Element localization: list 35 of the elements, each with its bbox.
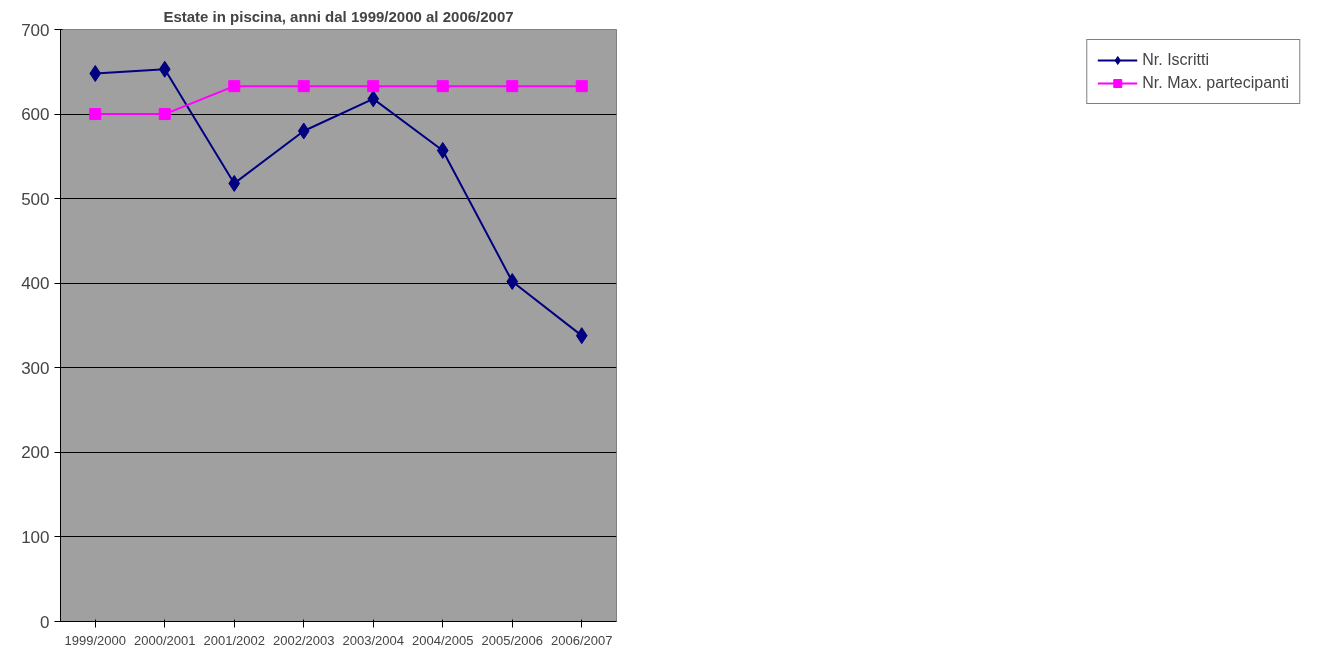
x-tick-label: 2003/2004 — [342, 632, 404, 648]
y-tick-label: 300 — [21, 358, 50, 378]
point — [367, 80, 380, 93]
point — [436, 141, 449, 159]
point — [228, 174, 241, 192]
y-tick-label: 700 — [21, 20, 50, 40]
point — [158, 108, 171, 121]
legend-label: Nr. Iscritti — [1142, 51, 1209, 69]
y-tick-label: 400 — [21, 274, 50, 294]
point — [89, 64, 102, 82]
x-tick-label: 1999/2000 — [64, 632, 126, 648]
x-tick-label: 2000/2001 — [134, 632, 196, 648]
y-tick-label: 500 — [21, 189, 50, 209]
y-tick-label: 0 — [40, 612, 50, 632]
point — [575, 327, 588, 345]
point — [158, 60, 171, 78]
y-tick-label: 200 — [21, 443, 50, 463]
point — [228, 80, 241, 93]
point — [367, 90, 380, 108]
x-tick-label: 2004/2005 — [412, 632, 474, 648]
point — [89, 108, 102, 121]
point — [575, 80, 588, 93]
chart-title: Estate in piscina, anni dal 1999/2000 al 2006/2007 — [163, 7, 514, 25]
point — [297, 80, 310, 93]
y-tick-label: 100 — [21, 527, 50, 547]
x-tick-label: 2001/2002 — [203, 632, 265, 648]
y-tick-label: 600 — [21, 105, 50, 125]
point — [297, 122, 310, 140]
point — [436, 80, 449, 93]
legend-label: Nr. Max. partecipanti — [1142, 74, 1289, 92]
point — [506, 80, 519, 93]
point — [506, 273, 519, 291]
x-tick-label: 2005/2006 — [481, 632, 543, 648]
x-tick-label: 2002/2003 — [273, 632, 335, 648]
x-tick-label: 2006/2007 — [551, 632, 613, 648]
